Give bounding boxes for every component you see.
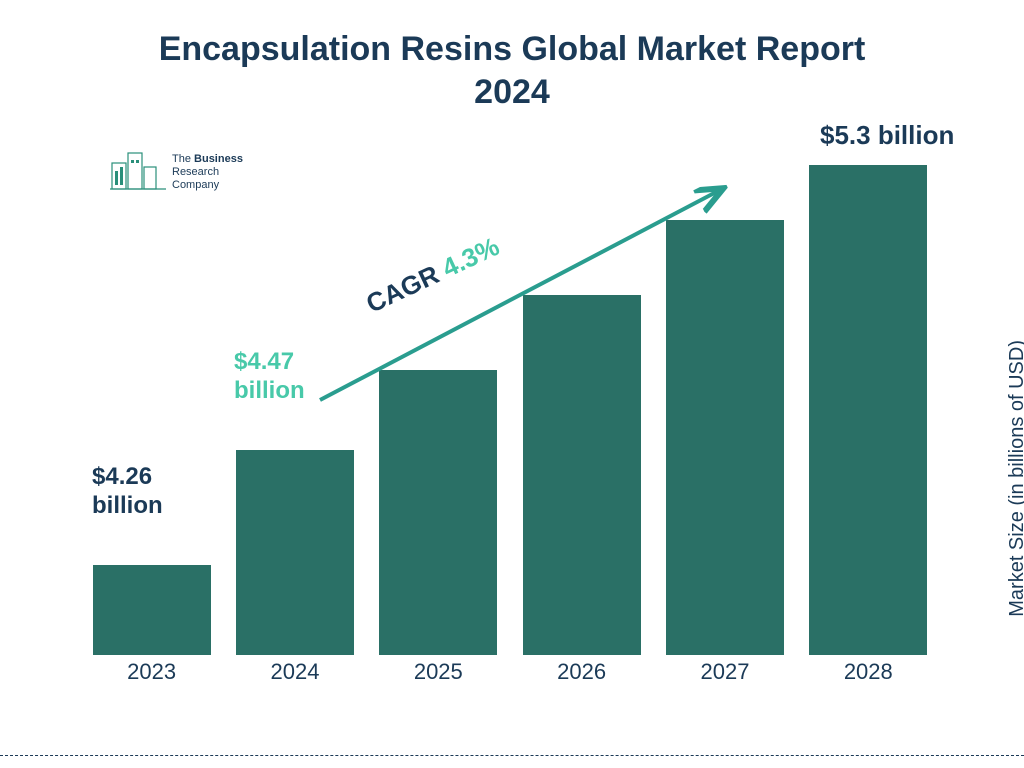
title-line1: Encapsulation Resins Global Market Repor… — [159, 30, 866, 68]
bar-wrap — [517, 295, 647, 655]
x-axis-labels: 2023 2024 2025 2026 2027 2028 — [80, 659, 940, 695]
bar — [236, 450, 354, 655]
chart-area: 2023 2024 2025 2026 2027 2028 — [80, 135, 940, 695]
bar — [523, 295, 641, 655]
x-tick-label: 2028 — [803, 659, 933, 685]
value-label-2023: $4.26 billion — [92, 463, 163, 521]
bar-wrap — [87, 565, 217, 655]
value-label-2028: $5.3 billion — [820, 120, 954, 151]
chart-title: Encapsulation Resins Global Market Repor… — [0, 28, 1024, 113]
x-tick-label: 2026 — [517, 659, 647, 685]
x-tick-label: 2025 — [373, 659, 503, 685]
bar-wrap — [803, 165, 933, 655]
bar — [809, 165, 927, 655]
bar-wrap — [660, 220, 790, 655]
value-label-2024: $4.47 billion — [234, 348, 305, 406]
bars-container — [80, 135, 940, 655]
bar — [93, 565, 211, 655]
bar-wrap — [373, 370, 503, 655]
baseline-divider — [0, 755, 1024, 756]
x-tick-label: 2024 — [230, 659, 360, 685]
title-line2: 2024 — [474, 73, 550, 111]
x-tick-label: 2023 — [87, 659, 217, 685]
bar — [379, 370, 497, 655]
x-tick-label: 2027 — [660, 659, 790, 685]
bar-wrap — [230, 450, 360, 655]
bar — [666, 220, 784, 655]
y-axis-label: Market Size (in billions of USD) — [1006, 340, 1024, 617]
